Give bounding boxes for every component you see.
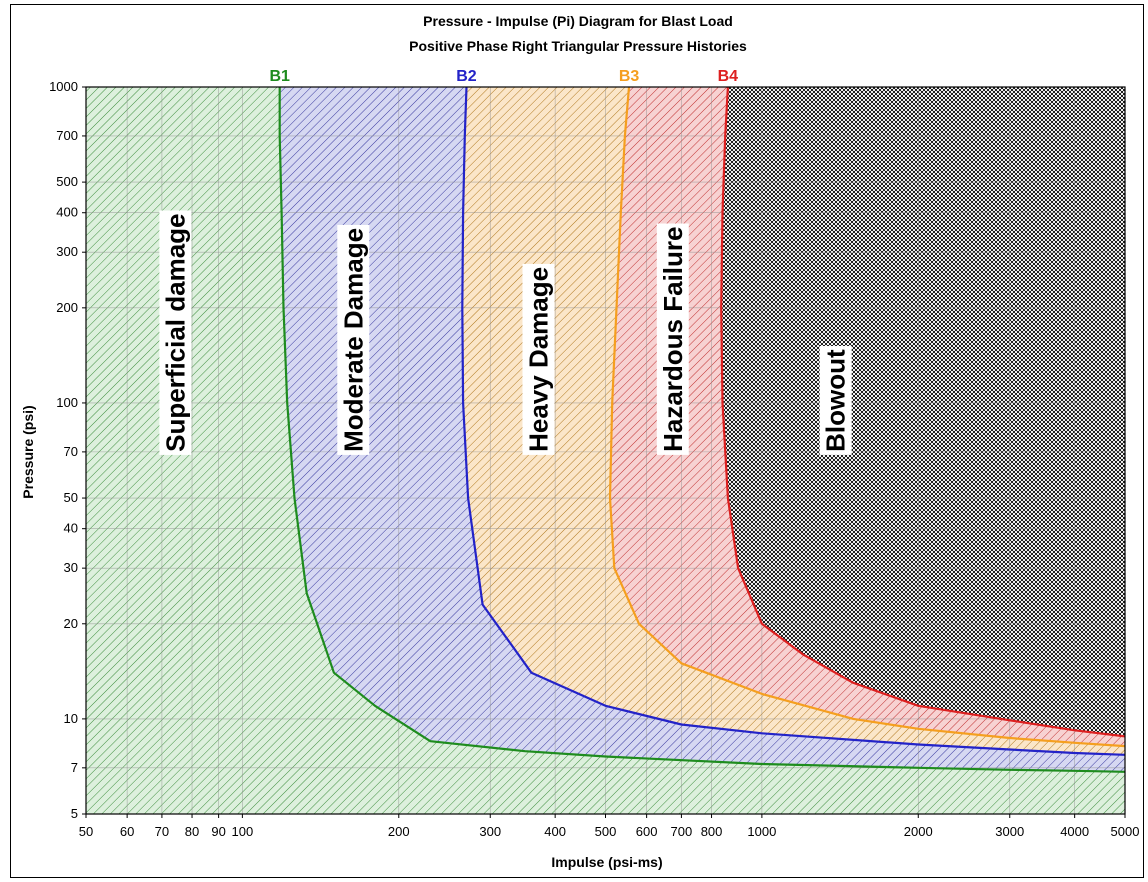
y-tick-label: 400 <box>56 205 78 220</box>
curve-B3 <box>608 86 1126 748</box>
curve-B4 <box>720 86 1126 738</box>
region-label-group-2: Moderate Damage <box>337 224 370 455</box>
x-tick-label: 700 <box>671 824 693 839</box>
region-label-bg <box>522 263 555 455</box>
region-label-5: Blowout <box>821 349 851 452</box>
y-tick-label: 700 <box>56 128 78 143</box>
curve-labels: B1 B2 B3 B4 <box>270 68 739 85</box>
region-label-4: Hazardous Failure <box>658 226 688 451</box>
x-tick-label: 4000 <box>1060 824 1089 839</box>
x-tick-label: 90 <box>211 824 225 839</box>
region-2 <box>279 87 1125 772</box>
region-label-bg <box>337 224 370 455</box>
boundary-curves <box>278 86 1126 773</box>
y-tick-label: 100 <box>56 395 78 410</box>
curve-label-B3: B3 <box>619 68 640 85</box>
chart-frame: Pressure - Impulse (Pi) Diagram for Blas… <box>10 4 1144 878</box>
x-tick-label: 200 <box>388 824 410 839</box>
y-tick-label: 7 <box>71 760 78 775</box>
x-tick-label: 3000 <box>995 824 1024 839</box>
y-tick-label: 20 <box>64 616 78 631</box>
y-tick-label: 40 <box>64 521 78 536</box>
y-axis-ticks: 5 7 10 20 30 40 50 70 100 200 300 400 500 700 1000 <box>49 79 86 821</box>
y-tick-label: 1000 <box>49 79 78 94</box>
x-axis-label: Impulse (psi-ms) <box>551 854 662 870</box>
region-label-bg <box>159 210 192 455</box>
region-labels: Superficial damage Moderate Damage Heavy D… <box>159 210 852 455</box>
y-tick-label: 200 <box>56 300 78 315</box>
x-tick-label: 70 <box>155 824 169 839</box>
chart-title: Pressure - Impulse (Pi) Diagram for Blas… <box>423 13 733 29</box>
region-3 <box>462 87 1125 755</box>
curve-label-B2: B2 <box>456 68 477 85</box>
y-tick-label: 500 <box>56 174 78 189</box>
x-tick-label: 1000 <box>747 824 776 839</box>
curve-label-B4: B4 <box>718 68 739 85</box>
region-label-3: Heavy Damage <box>523 267 553 452</box>
pi-diagram-chart: Pressure - Impulse (Pi) Diagram for Blas… <box>20 13 1140 870</box>
region-label-group-1: Superficial damage <box>159 210 192 455</box>
x-tick-label: 800 <box>701 824 723 839</box>
y-tick-label: 70 <box>64 444 78 459</box>
y-tick-label: 300 <box>56 244 78 259</box>
region-label-group-4: Hazardous Failure <box>656 223 689 455</box>
x-tick-label: 600 <box>636 824 658 839</box>
x-tick-label: 2000 <box>904 824 933 839</box>
x-tick-label: 100 <box>232 824 254 839</box>
x-tick-label: 50 <box>79 824 93 839</box>
y-tick-label: 5 <box>71 806 78 821</box>
region-label-1: Superficial damage <box>160 213 190 451</box>
curve-B1 <box>278 87 1126 773</box>
x-tick-label: 300 <box>479 824 501 839</box>
region-5 <box>721 87 1125 737</box>
region-label-2: Moderate Damage <box>338 228 368 452</box>
curve-label-B1: B1 <box>270 68 291 85</box>
x-axis-ticks: 50 60 70 80 90 100 200 300 400 500 600 700 800 1000 20… <box>79 814 1140 839</box>
region-4 <box>610 87 1125 747</box>
damage-regions <box>86 87 1125 814</box>
x-tick-label: 80 <box>185 824 199 839</box>
region-label-group-5: Blowout <box>819 346 852 455</box>
chart-subtitle: Positive Phase Right Triangular Pressure… <box>409 38 747 54</box>
x-tick-label: 500 <box>595 824 617 839</box>
region-label-group-3: Heavy Damage <box>522 263 555 455</box>
region-1 <box>86 87 1125 814</box>
y-axis-label: Pressure (psi) <box>20 405 36 498</box>
y-tick-label: 30 <box>64 560 78 575</box>
y-tick-label: 10 <box>64 711 78 726</box>
region-label-bg <box>819 346 852 455</box>
y-tick-label: 50 <box>64 490 78 505</box>
curve-B2 <box>461 86 1126 756</box>
x-tick-label: 60 <box>120 824 134 839</box>
x-tick-label: 400 <box>544 824 566 839</box>
region-label-bg <box>656 223 689 455</box>
x-tick-label: 5000 <box>1111 824 1140 839</box>
